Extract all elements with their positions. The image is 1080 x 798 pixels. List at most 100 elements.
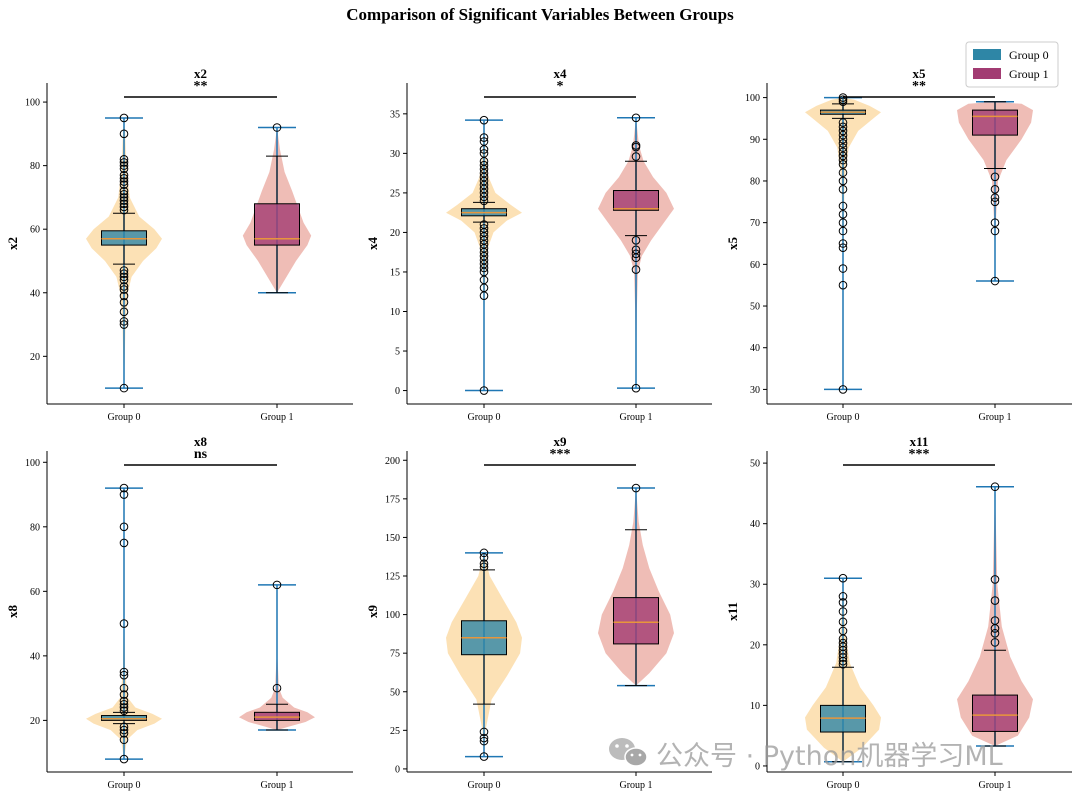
outlier-point <box>838 385 848 394</box>
y-tick-label: 20 <box>750 640 760 651</box>
outlier-point <box>479 115 489 125</box>
outlier-point <box>838 659 848 669</box>
x-tick-label: Group 1 <box>619 780 652 791</box>
outlier-point <box>838 243 848 252</box>
x-tick-label: Group 0 <box>467 412 500 423</box>
outlier-point <box>838 118 848 127</box>
outlier-point <box>119 728 129 738</box>
outlier-point <box>119 383 129 393</box>
y-tick-label: 100 <box>385 610 400 621</box>
outlier-point <box>119 703 129 712</box>
outlier-point <box>479 137 489 146</box>
x-tick-label: Group 0 <box>107 412 140 423</box>
outlier-point <box>990 596 1000 605</box>
significance-label: ** <box>912 79 926 94</box>
outlier-point <box>838 176 848 186</box>
watermark-text: 公众号 · Python机器学习ML <box>656 741 1003 772</box>
outlier-point <box>838 159 848 169</box>
legend-swatch <box>973 49 1001 60</box>
outlier-point <box>838 151 848 161</box>
y-tick-label: 70 <box>750 218 760 229</box>
outlier-point <box>838 218 848 227</box>
outlier-point <box>119 272 129 282</box>
outlier-point <box>119 522 129 532</box>
outlier-point <box>479 727 489 737</box>
y-tick-label: 40 <box>30 651 40 662</box>
legend: Group 0 Group 1 <box>965 41 1059 88</box>
outlier-point <box>119 170 129 180</box>
x-tick-label: Group 1 <box>619 412 652 423</box>
y-tick-label: 50 <box>750 459 760 470</box>
outlier-point <box>119 129 129 139</box>
outlier-point <box>631 245 641 255</box>
outlier-point <box>119 670 129 680</box>
y-tick-label: 20 <box>390 228 400 239</box>
y-axis-label: x8 <box>5 605 20 619</box>
y-tick-label: 80 <box>30 161 40 172</box>
subplot-title: x5 <box>913 66 927 81</box>
y-tick-label: 150 <box>385 533 400 544</box>
y-axis-label: x11 <box>725 602 740 621</box>
y-tick-label: 35 <box>390 109 400 120</box>
outlier-point <box>479 220 489 229</box>
significance-label: *** <box>909 447 930 462</box>
outlier-point <box>838 134 848 144</box>
outlier-point <box>119 154 129 164</box>
y-tick-label: 50 <box>750 302 760 313</box>
outlier-point <box>119 320 129 329</box>
outlier-point <box>119 164 129 174</box>
outlier-point <box>479 736 489 746</box>
legend-swatch <box>973 68 1001 79</box>
significance-label: ** <box>194 79 208 94</box>
box-group-1 <box>254 711 300 721</box>
y-tick-label: 20 <box>30 352 40 363</box>
y-tick-label: 25 <box>390 726 400 737</box>
y-tick-label: 30 <box>750 580 760 591</box>
outlier-point <box>631 483 641 493</box>
outlier-point <box>990 185 1000 194</box>
outlier-point <box>119 186 129 196</box>
outlier-point <box>838 185 848 194</box>
y-tick-label: 125 <box>385 572 400 583</box>
outlier-point <box>119 174 129 183</box>
x-tick-label: Group 0 <box>467 780 500 791</box>
watermark: 公众号 · Python机器学习ML <box>609 738 1003 772</box>
outlier-point <box>838 592 848 601</box>
x-tick-label: Group 0 <box>826 780 859 791</box>
y-tick-label: 80 <box>30 522 40 533</box>
subplot-title: x11 <box>910 434 929 449</box>
outlier-point <box>119 667 129 677</box>
outlier-point <box>119 538 129 548</box>
y-tick-label: 75 <box>390 649 400 660</box>
outlier-point <box>838 201 848 211</box>
outlier-point <box>479 133 489 142</box>
outlier-point <box>119 275 129 285</box>
outlier-point <box>119 205 129 215</box>
outlier-point <box>990 218 1000 227</box>
outlier-point <box>990 197 1000 207</box>
outlier-point <box>838 126 848 136</box>
box-group-0 <box>101 715 147 721</box>
outlier-point <box>119 696 129 706</box>
outlier-point <box>838 95 848 104</box>
outlier-point <box>631 249 641 259</box>
outlier-point <box>838 573 848 583</box>
outlier-point <box>838 598 848 607</box>
outlier-point <box>119 196 129 205</box>
outlier-point <box>479 224 489 233</box>
outlier-point <box>990 616 1000 625</box>
outlier-point <box>119 199 129 209</box>
y-axis-label: x9 <box>365 605 380 619</box>
outlier-point <box>272 123 282 132</box>
outlier-point <box>119 291 129 301</box>
outlier-point <box>838 143 848 152</box>
outlier-point <box>119 297 129 307</box>
outlier-point <box>838 139 848 148</box>
y-axis-label: x5 <box>725 237 740 251</box>
outlier-point <box>479 752 489 761</box>
outlier-point <box>990 193 1000 202</box>
outlier-point <box>479 562 489 572</box>
